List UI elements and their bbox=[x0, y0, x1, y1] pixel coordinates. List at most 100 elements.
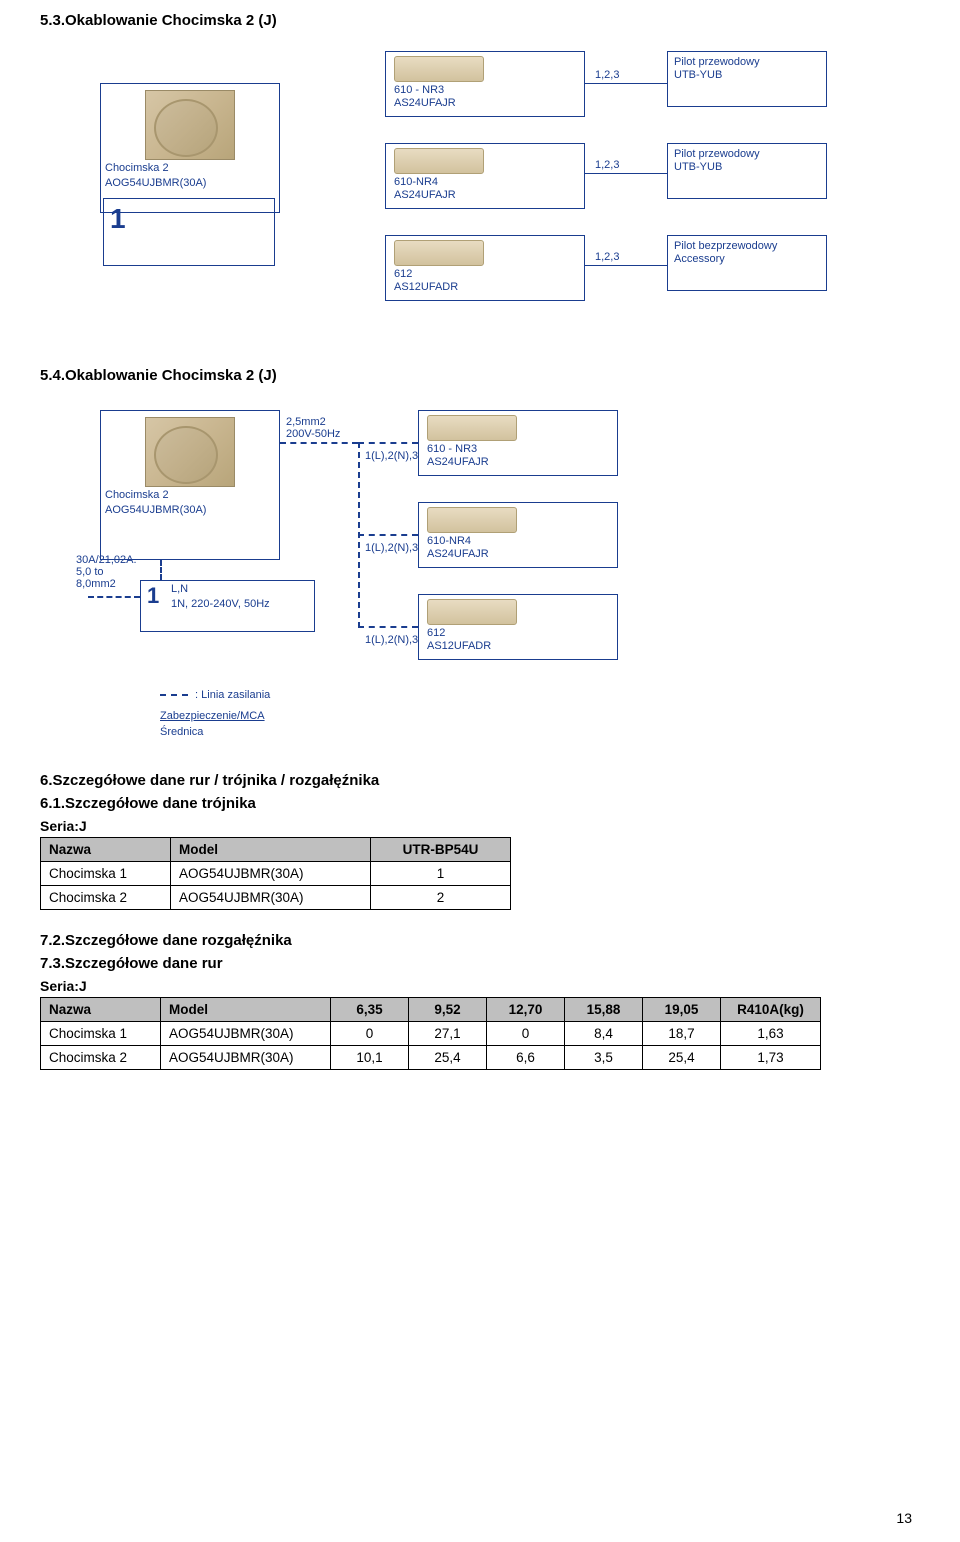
heading-6: 6.Szczegółowe dane rur / trójnika / rozg… bbox=[40, 772, 920, 789]
t1-r1c1: Chocimska 1 bbox=[41, 862, 171, 886]
t2-r1c4: 27,1 bbox=[409, 1022, 487, 1046]
t2-h4: 9,52 bbox=[409, 998, 487, 1022]
heading-7-2: 7.2.Szczegółowe dane rozgałęźnika bbox=[40, 932, 920, 949]
indoor-box-2: 610-NR4 AS24UFAJR bbox=[385, 143, 585, 209]
outdoor-title-2: Chocimska 2 bbox=[101, 487, 279, 502]
seria-label-1: Seria:J bbox=[40, 818, 920, 834]
t2-r1c7: 18,7 bbox=[643, 1022, 721, 1046]
indoor-unit-image bbox=[427, 599, 517, 625]
outdoor-unit-model: AOG54UJBMR(30A) bbox=[101, 175, 279, 190]
connector-line bbox=[585, 265, 667, 266]
indoor-unit-image bbox=[394, 56, 484, 82]
legend-line1: Linia zasilania bbox=[201, 689, 270, 701]
t1-h1: Nazwa bbox=[41, 838, 171, 862]
mid-note: 2,5mm2 200V-50Hz bbox=[286, 416, 340, 440]
heading-5-3: 5.3.Okablowanie Chocimska 2 (J) bbox=[40, 12, 920, 29]
connector-line bbox=[585, 173, 667, 174]
pilot2-line2: UTB-YUB bbox=[674, 161, 820, 174]
heading-6-1: 6.1.Szczegółowe dane trójnika bbox=[40, 795, 920, 812]
d2-indoor1-line1: 610 - NR3 bbox=[419, 443, 617, 456]
t2-r2c5: 6,6 bbox=[487, 1046, 565, 1070]
t2-r1c6: 8,4 bbox=[565, 1022, 643, 1046]
d2-indoor2-line2: AS24UFAJR bbox=[419, 548, 617, 561]
t2-r1c8: 1,63 bbox=[721, 1022, 821, 1046]
t2-r1c5: 0 bbox=[487, 1022, 565, 1046]
t1-r2c3: 2 bbox=[371, 886, 511, 910]
t2-r1c2: AOG54UJBMR(30A) bbox=[161, 1022, 331, 1046]
outdoor-ln: L,N bbox=[141, 581, 314, 596]
outdoor-num: 1 bbox=[110, 203, 126, 235]
t2-r2c2: AOG54UJBMR(30A) bbox=[161, 1046, 331, 1070]
indoor-line2-3: AS12UFADR bbox=[386, 281, 584, 294]
dashed-left-feed bbox=[88, 596, 140, 598]
t1-h2: Model bbox=[171, 838, 371, 862]
t1-h3: UTR-BP54U bbox=[371, 838, 511, 862]
pilot-box-2: Pilot przewodowy UTB-YUB bbox=[667, 143, 827, 199]
t2-r2c1: Chocimska 2 bbox=[41, 1046, 161, 1070]
dashed-down-to-ln bbox=[160, 560, 162, 580]
t1-r2c1: Chocimska 2 bbox=[41, 886, 171, 910]
t2-r1c1: Chocimska 1 bbox=[41, 1022, 161, 1046]
d2-indoor1-line2: AS24UFAJR bbox=[419, 456, 617, 469]
dashed-conn-r3 bbox=[358, 626, 418, 628]
t2-r1c3: 0 bbox=[331, 1022, 409, 1046]
table-row: Chocimska 1 AOG54UJBMR(30A) 0 27,1 0 8,4… bbox=[41, 1022, 821, 1046]
t1-r1c3: 1 bbox=[371, 862, 511, 886]
table-rur: Nazwa Model 6,35 9,52 12,70 15,88 19,05 … bbox=[40, 997, 821, 1070]
t2-h2: Model bbox=[161, 998, 331, 1022]
legend-line3: Średnica bbox=[160, 725, 270, 740]
d2-indoor-box-1: 610 - NR3 AS24UFAJR bbox=[418, 410, 618, 476]
conn-note-3: 1,2,3 bbox=[595, 251, 619, 263]
seria-label-2: Seria:J bbox=[40, 978, 920, 994]
pilot2-line1: Pilot przewodowy bbox=[674, 148, 820, 161]
indoor-box-3: 612 AS12UFADR bbox=[385, 235, 585, 301]
d2-indoor2-line1: 610-NR4 bbox=[419, 535, 617, 548]
table-row: Chocimska 2 AOG54UJBMR(30A) 2 bbox=[41, 886, 511, 910]
table-row: Chocimska 1 AOG54UJBMR(30A) 1 bbox=[41, 862, 511, 886]
d2-indoor3-line2: AS12UFADR bbox=[419, 640, 617, 653]
t2-r2c6: 3,5 bbox=[565, 1046, 643, 1070]
outdoor-model-2: AOG54UJBMR(30A) bbox=[101, 502, 279, 517]
dashed-connector bbox=[280, 442, 358, 444]
outdoor-unit-box-2: Chocimska 2 AOG54UJBMR(30A) bbox=[100, 410, 280, 560]
t2-r2c4: 25,4 bbox=[409, 1046, 487, 1070]
heading-5-4: 5.4.Okablowanie Chocimska 2 (J) bbox=[40, 367, 920, 384]
conn-note-1: 1,2,3 bbox=[595, 69, 619, 81]
t2-h1: Nazwa bbox=[41, 998, 161, 1022]
pilot3-line1: Pilot bezprzewodowy bbox=[674, 240, 820, 253]
pilot3-line2: Accessory bbox=[674, 253, 820, 266]
left-note: 30A/21,02A. 5,0 to 8,0mm2 bbox=[76, 554, 137, 590]
t2-h6: 15,88 bbox=[565, 998, 643, 1022]
outdoor-num-2: 1 bbox=[147, 583, 159, 609]
t1-r1c2: AOG54UJBMR(30A) bbox=[171, 862, 371, 886]
table-row: Chocimska 2 AOG54UJBMR(30A) 10,1 25,4 6,… bbox=[41, 1046, 821, 1070]
t2-r2c3: 10,1 bbox=[331, 1046, 409, 1070]
outdoor-unit-image bbox=[145, 417, 235, 487]
indoor-line1-1: 610 - NR3 bbox=[386, 84, 584, 97]
indoor-line1-2: 610-NR4 bbox=[386, 176, 584, 189]
table-trojnika: Nazwa Model UTR-BP54U Chocimska 1 AOG54U… bbox=[40, 837, 511, 910]
outdoor-unit-image bbox=[145, 90, 235, 160]
indoor-unit-image bbox=[427, 507, 517, 533]
indoor-unit-image bbox=[394, 148, 484, 174]
t2-r2c7: 25,4 bbox=[643, 1046, 721, 1070]
outdoor-unit-box: Chocimska 2 AOG54UJBMR(30A) 1 bbox=[100, 83, 280, 213]
t2-r2c8: 1,73 bbox=[721, 1046, 821, 1070]
conn-note-2: 1,2,3 bbox=[595, 159, 619, 171]
indoor-line2-2: AS24UFAJR bbox=[386, 189, 584, 202]
t1-r2c2: AOG54UJBMR(30A) bbox=[171, 886, 371, 910]
d2-indoor3-line1: 612 bbox=[419, 627, 617, 640]
d2-conn-note-3: 1(L),2(N),3 bbox=[365, 634, 418, 646]
t2-h8: R410A(kg) bbox=[721, 998, 821, 1022]
heading-7-3: 7.3.Szczegółowe dane rur bbox=[40, 955, 920, 972]
indoor-line2-1: AS24UFAJR bbox=[386, 97, 584, 110]
t2-h3: 6,35 bbox=[331, 998, 409, 1022]
d2-conn-note-1: 1(L),2(N),3 bbox=[365, 450, 418, 462]
outdoor-spec: 1N, 220-240V, 50Hz bbox=[141, 596, 314, 611]
indoor-unit-image bbox=[427, 415, 517, 441]
pilot-box-3: Pilot bezprzewodowy Accessory bbox=[667, 235, 827, 291]
legend-line2: Zabezpieczenie/MCA bbox=[160, 709, 270, 724]
outdoor-unit-title: Chocimska 2 bbox=[101, 160, 279, 175]
page-number: 13 bbox=[896, 1510, 912, 1526]
d2-conn-note-2: 1(L),2(N),3 bbox=[365, 542, 418, 554]
